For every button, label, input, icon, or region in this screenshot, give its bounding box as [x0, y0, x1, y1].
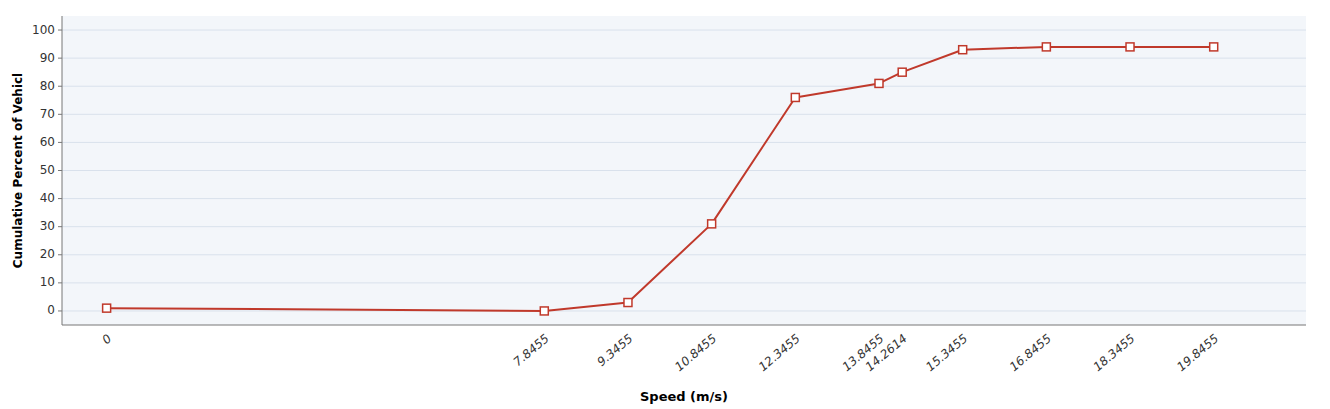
grid-line: [62, 142, 1306, 143]
grid-line: [62, 58, 1306, 59]
marker: [875, 79, 883, 87]
y-tick: [58, 30, 62, 31]
y-tick: [58, 198, 62, 199]
x-tick-label: 10.8455: [672, 331, 719, 374]
marker: [1042, 43, 1050, 51]
grid-line: [62, 226, 1306, 227]
marker: [791, 93, 799, 101]
y-axis-line: [62, 16, 63, 325]
y-tick-label: 90: [40, 51, 55, 65]
y-tick: [58, 254, 62, 255]
y-tick: [58, 226, 62, 227]
x-axis-label: Speed (m/s): [640, 389, 728, 404]
marker: [708, 220, 716, 228]
data-layer: [103, 43, 1218, 315]
chart-container: 0 10 20 30 40 50 60 70 80 90 100 0 7.8455 9.3455 10.84…: [0, 0, 1330, 409]
x-tick-label: 0: [99, 331, 114, 347]
x-tick-label: 9.3455: [594, 331, 635, 369]
x-tick-label: 7.8455: [511, 331, 552, 369]
marker: [1210, 43, 1218, 51]
marker: [898, 68, 906, 76]
y-tick-label: 70: [40, 107, 55, 121]
y-axis: 0 10 20 30 40 50 60 70 80 90 100: [32, 23, 1306, 318]
chart-svg: 0 10 20 30 40 50 60 70 80 90 100 0 7.8455 9.3455 10.84…: [0, 0, 1330, 409]
line: [107, 47, 1214, 311]
marker: [624, 299, 632, 307]
x-tick-label: 16.8455: [1007, 331, 1054, 374]
y-tick-label: 10: [40, 275, 55, 289]
y-tick: [58, 114, 62, 115]
marker: [540, 307, 548, 315]
y-tick-label: 0: [47, 303, 55, 317]
y-tick-label: 50: [40, 163, 55, 177]
x-axis-line: [62, 325, 1306, 326]
grid-line: [62, 198, 1306, 199]
y-tick: [58, 58, 62, 59]
y-tick-label: 60: [40, 135, 55, 149]
x-axis: 07.84559.345510.845512.345513.845514.261…: [99, 331, 1221, 374]
x-tick-label: 18.3455: [1091, 331, 1138, 374]
y-tick-label: 30: [40, 219, 55, 233]
y-tick: [58, 142, 62, 143]
y-tick: [58, 310, 62, 311]
grid-line: [62, 282, 1306, 283]
y-tick-label: 40: [40, 191, 55, 205]
grid-line: [62, 30, 1306, 31]
plot-background: [62, 16, 1306, 325]
marker: [1126, 43, 1134, 51]
x-tick-label: 19.8455: [1174, 331, 1221, 374]
y-tick: [58, 170, 62, 171]
grid-line: [62, 170, 1306, 171]
x-tick-label: 15.3455: [923, 331, 970, 374]
y-tick-label: 100: [32, 23, 55, 37]
x-tick-label: 12.3455: [756, 331, 803, 374]
y-axis-label: Cumulative Percent of Vehicl: [11, 73, 25, 268]
y-tick: [58, 86, 62, 87]
grid-line: [62, 114, 1306, 115]
grid-line: [62, 86, 1306, 87]
x-tick-label: 14.2614: [863, 331, 910, 374]
y-tick-label: 20: [40, 247, 55, 261]
grid-line: [62, 310, 1306, 311]
marker: [959, 46, 967, 54]
grid-line: [62, 254, 1306, 255]
y-tick: [58, 282, 62, 283]
y-tick-label: 80: [40, 79, 55, 93]
marker: [103, 304, 111, 312]
